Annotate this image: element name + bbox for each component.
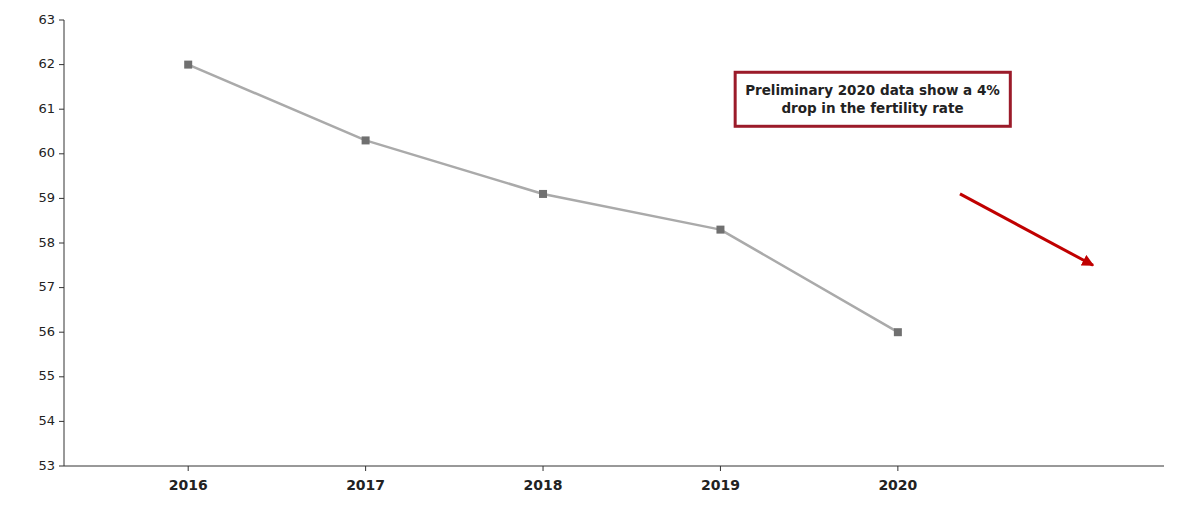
y-tick-label: 54 [38, 413, 55, 428]
y-tick-label: 58 [38, 235, 55, 250]
y-tick [59, 20, 64, 21]
y-tick-label: 59 [38, 190, 55, 205]
annotation-box [735, 72, 1010, 126]
marker [716, 226, 724, 234]
y-tick [59, 332, 64, 333]
x-tick-label: 2018 [524, 477, 563, 493]
x-axis-line [64, 466, 1164, 467]
arrow [960, 194, 1093, 265]
x-tick [188, 466, 189, 471]
y-tick-label: 56 [38, 324, 55, 339]
y-tick [59, 64, 64, 65]
y-tick [59, 243, 64, 244]
y-tick [59, 376, 64, 377]
y-tick-label: 62 [38, 56, 55, 71]
x-tick-label: 2016 [169, 477, 208, 493]
x-tick-label: 2017 [346, 477, 385, 493]
x-tick [897, 466, 898, 471]
y-tick [59, 109, 64, 110]
y-tick [59, 153, 64, 154]
x-tick [543, 466, 544, 471]
x-tick [720, 466, 721, 471]
y-tick [59, 421, 64, 422]
annotation-line: drop in the fertility rate [781, 100, 963, 116]
chart: 53 54 55 56 57 58 59 60 61 62 63 2016 2017 2018 2019 20… [0, 0, 1188, 516]
y-tick-label: 63 [38, 12, 55, 27]
x-tick-label: 2020 [878, 477, 917, 493]
marker [539, 190, 547, 198]
annotation-line: Preliminary 2020 data show a 4% [745, 82, 1000, 98]
marker [362, 136, 370, 144]
chart-container: 53 54 55 56 57 58 59 60 61 62 63 2016 2017 2018 2019 20… [0, 0, 1188, 516]
annotation-text: Preliminary 2020 data show a 4% drop in t… [745, 82, 1000, 116]
y-tick-label: 57 [38, 279, 55, 294]
y-tick-label: 61 [38, 101, 55, 116]
y-tick-label: 55 [38, 368, 55, 383]
annotation: Preliminary 2020 data show a 4% drop in t… [735, 72, 1010, 126]
x-tick [365, 466, 366, 471]
plot-area [184, 61, 1093, 337]
y-tick [59, 198, 64, 199]
y-tick-label: 53 [38, 458, 55, 473]
axes: 53 54 55 56 57 58 59 60 61 62 63 2016 2017 2018 2019 20… [38, 12, 1164, 494]
y-tick-label: 60 [38, 145, 55, 160]
y-tick [59, 287, 64, 288]
y-tick [59, 466, 64, 467]
marker [184, 61, 192, 69]
marker [894, 328, 902, 336]
x-tick-label: 2019 [701, 477, 740, 493]
